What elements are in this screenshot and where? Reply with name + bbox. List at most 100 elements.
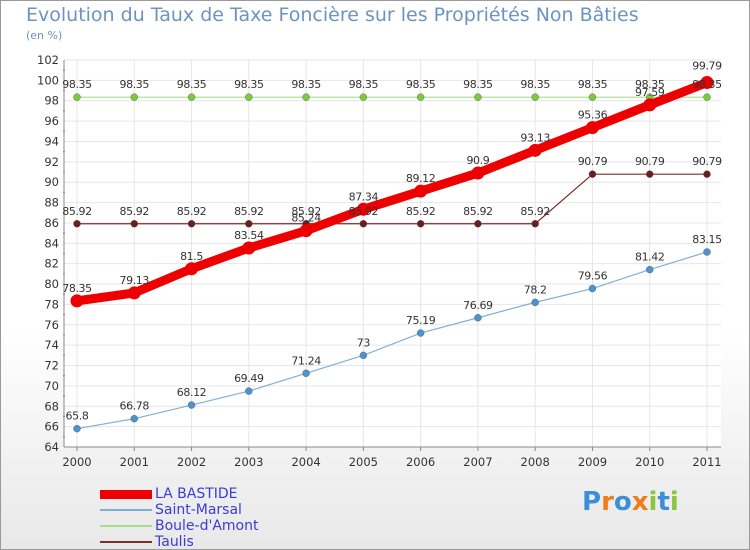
y-tick-label: 84 [44, 236, 59, 250]
data-point [703, 248, 711, 256]
data-point [70, 294, 84, 308]
data-point [245, 387, 253, 395]
y-tick-label: 80 [44, 277, 59, 291]
y-tick-label: 92 [44, 155, 59, 169]
x-tick-label: 2006 [406, 455, 435, 469]
data-label: 90.79 [635, 155, 665, 168]
data-label: 73 [357, 336, 371, 349]
data-label: 85.92 [520, 205, 550, 218]
data-label: 98.35 [635, 78, 665, 91]
y-tick-label: 74 [44, 338, 59, 352]
data-label: 69.49 [234, 372, 264, 385]
data-point [474, 314, 482, 322]
y-tick-label: 66 [44, 420, 59, 434]
y-tick-label: 90 [44, 175, 59, 189]
data-point [531, 93, 539, 101]
data-label: 98.35 [62, 78, 92, 91]
chart-unit-label: (en %) [26, 29, 63, 42]
y-tick-label: 102 [37, 53, 59, 67]
data-point [471, 166, 485, 180]
data-label: 97.59 [635, 86, 665, 99]
x-tick-label: 2002 [177, 455, 206, 469]
data-label: 87.34 [349, 190, 379, 203]
data-label: 98.35 [177, 78, 207, 91]
data-label: 98.35 [120, 78, 150, 91]
data-point [359, 93, 368, 101]
legend-label: Taulis [155, 534, 194, 550]
y-tick-label: 70 [44, 379, 59, 393]
x-tick-label: 2007 [463, 455, 492, 469]
legend-swatch [100, 489, 152, 499]
x-tick-label: 2011 [692, 455, 721, 469]
legend-label: Saint-Marsal [155, 502, 242, 518]
data-label: 99.79 [692, 60, 722, 73]
logo-letter: i [669, 487, 679, 517]
data-label: 98.35 [406, 78, 436, 91]
series-line-taulis [76, 173, 708, 225]
x-tick-label: 2004 [291, 455, 320, 469]
data-point [588, 170, 597, 178]
chart-title: Evolution du Taux de Taxe Foncière sur l… [26, 4, 639, 26]
data-point [416, 220, 425, 228]
proxiti-logo: Proxiti [582, 487, 679, 517]
data-point [700, 76, 714, 90]
data-point [531, 298, 539, 307]
data-label: 83.15 [692, 233, 722, 246]
data-point [528, 143, 542, 157]
data-label: 85.92 [406, 205, 436, 218]
y-tick-label: 94 [44, 134, 59, 148]
data-point [703, 170, 711, 178]
legend-label: Boule-d'Amont [155, 518, 259, 534]
legend-swatch [100, 509, 152, 511]
data-label: 76.69 [463, 299, 493, 312]
legend-swatch [100, 541, 152, 543]
data-label: 68.12 [177, 386, 207, 399]
data-label: 79.56 [578, 270, 608, 283]
data-label: 66.78 [120, 400, 150, 413]
data-label: 90.79 [578, 155, 608, 168]
logo-letter: o [613, 487, 632, 517]
data-label: 98.35 [291, 78, 321, 91]
data-point [356, 202, 370, 216]
logo-letter: r [601, 487, 614, 517]
data-point [242, 241, 256, 255]
data-point [245, 93, 253, 101]
logo-letter: i [648, 487, 658, 517]
series-line-saint-marsal [76, 251, 708, 430]
data-label: 78.35 [62, 282, 92, 295]
data-point [414, 184, 428, 198]
data-point [245, 220, 253, 228]
data-label: 85.92 [62, 205, 92, 218]
data-point [187, 401, 196, 409]
data-point [299, 224, 313, 238]
data-point [585, 121, 599, 135]
x-tick-label: 2000 [62, 455, 91, 469]
data-point [416, 329, 425, 337]
data-point [588, 93, 597, 101]
data-label: 98.35 [692, 78, 722, 91]
x-tick-label: 2003 [234, 455, 263, 469]
data-point [302, 93, 310, 101]
data-point [302, 369, 310, 377]
data-label: 85.92 [463, 205, 493, 218]
y-tick-label: 86 [44, 216, 59, 230]
y-tick-label: 100 [37, 73, 59, 87]
data-point [474, 93, 482, 101]
data-point [187, 220, 196, 228]
data-point [359, 351, 368, 360]
data-label: 85.24 [291, 212, 321, 225]
data-point [130, 93, 138, 101]
data-label: 98.35 [578, 78, 608, 91]
data-label: 98.35 [520, 78, 550, 91]
logo-letter: P [582, 487, 602, 517]
x-tick-label: 2008 [521, 455, 550, 469]
data-label: 85.92 [177, 205, 207, 218]
data-point [187, 93, 196, 101]
data-point [130, 220, 138, 228]
data-label: 98.35 [234, 78, 264, 91]
data-label: 81.5 [180, 250, 203, 263]
data-point [73, 424, 81, 433]
data-label: 65.8 [66, 410, 89, 423]
data-label: 79.13 [120, 274, 150, 287]
